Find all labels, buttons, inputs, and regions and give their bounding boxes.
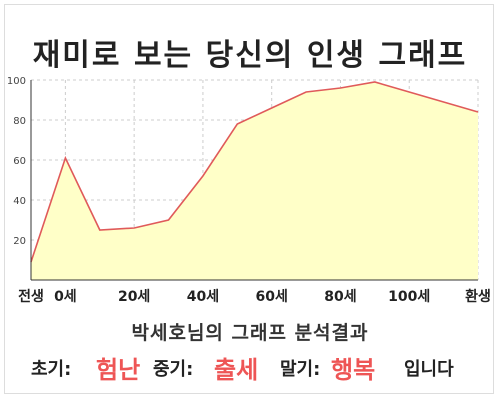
x-tick-label: 20세 — [118, 289, 150, 305]
x-tick-label: 80세 — [324, 289, 356, 305]
x-tick-label: 40세 — [187, 289, 219, 305]
analysis-title: 박세호님의 그래프 분석결과 — [131, 322, 369, 344]
suffix-text: 입니다 — [404, 359, 454, 380]
y-tick-label: 100 — [7, 76, 26, 87]
x-tick-label: 100세 — [388, 289, 430, 305]
y-tick-label: 20 — [13, 236, 26, 247]
y-tick-label: 60 — [13, 156, 26, 167]
y-tick-labels: 20 40 60 80 100 — [7, 76, 26, 247]
x-tick-label: 0세 — [54, 289, 77, 305]
chart-title: 재미로 보는 당신의 인생 그래프 — [32, 38, 468, 73]
life-area-fill — [31, 82, 478, 280]
life-series-line — [30, 81, 479, 263]
y-tick-label: 40 — [13, 196, 26, 207]
mid-value: 출세 — [214, 356, 259, 384]
y-tick-label: 80 — [13, 116, 26, 127]
mid-label: 중기: — [153, 359, 194, 380]
x-tick-label: 60세 — [256, 289, 288, 305]
axis-layer — [30, 80, 478, 281]
x-tick-labels: 전생 0세 20세 40세 60세 80세 100세 환생 — [18, 288, 491, 305]
chart-frame — [4, 4, 494, 394]
late-label: 말기: — [280, 359, 321, 380]
early-value: 험난 — [96, 356, 141, 384]
x-tick-label: 전생 — [18, 288, 44, 305]
x-tick-label: 환생 — [465, 288, 491, 305]
late-value: 행복 — [331, 356, 376, 384]
early-label: 초기: — [31, 359, 72, 380]
